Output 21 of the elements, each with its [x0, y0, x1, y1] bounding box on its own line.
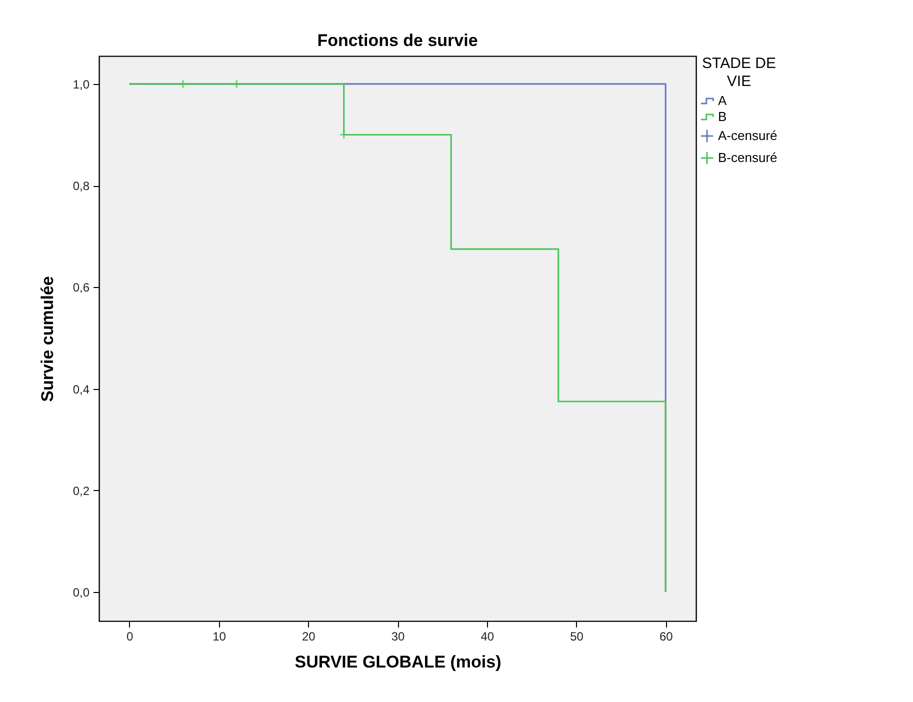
x-tick-label: 20	[302, 630, 316, 644]
legend-label: A-censuré	[718, 128, 778, 143]
y-tick-label: 0,4	[72, 382, 90, 396]
legend-label: B-censuré	[718, 150, 778, 165]
x-tick-label: 30	[391, 630, 405, 644]
y-axis-title: Survie cumulée	[38, 276, 57, 402]
y-tick-label: 0,2	[72, 484, 90, 498]
x-tick-label: 0	[126, 630, 134, 644]
x-tick-label: 50	[570, 630, 584, 644]
legend-label: B	[718, 109, 727, 124]
y-tick-label: 0,8	[72, 179, 90, 194]
chart-title: Fonctions de survie	[317, 31, 478, 50]
y-tick-label: 0,6	[72, 280, 90, 295]
legend-label: A	[718, 93, 727, 108]
x-tick-label: 40	[480, 630, 494, 644]
y-tick-label: 1,0	[72, 77, 90, 92]
x-axis-title: SURVIE GLOBALE (mois)	[294, 652, 502, 672]
y-tick-label: 0,0	[72, 586, 90, 600]
x-tick-label: 60	[659, 630, 674, 644]
legend-title: STADE DE VIE	[702, 55, 776, 90]
x-tick-label: 10	[212, 630, 226, 644]
